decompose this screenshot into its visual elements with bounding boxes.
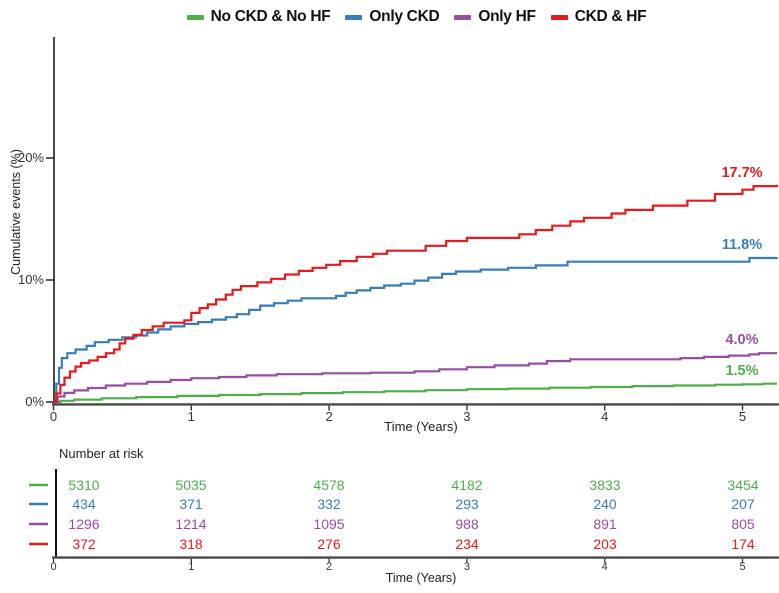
risk-count: 207 bbox=[731, 496, 755, 512]
x-axis-title: Time (Years) bbox=[384, 419, 458, 434]
risk-count: 434 bbox=[72, 496, 96, 512]
risk-axis-tick-label: 3 bbox=[463, 561, 470, 573]
legend-item-only-hf: Only HF bbox=[454, 8, 536, 26]
risk-count: 805 bbox=[731, 516, 755, 532]
curve-only-hf bbox=[53, 352, 777, 404]
risk-count: 240 bbox=[593, 496, 617, 512]
risk-axis-tick-label: 1 bbox=[188, 561, 195, 573]
legend-swatch-icon bbox=[345, 14, 363, 20]
risk-count: 371 bbox=[179, 496, 203, 512]
curve-no-ckd-no-hf bbox=[53, 382, 777, 404]
risk-table-x-axis-title: Time (Years) bbox=[385, 571, 457, 585]
y-tick-label: 0% bbox=[25, 394, 44, 409]
risk-table-title: Number at risk bbox=[59, 446, 144, 461]
legend-swatch-icon bbox=[454, 14, 472, 20]
risk-count: 1214 bbox=[175, 516, 207, 532]
legend-swatch-icon bbox=[550, 14, 568, 20]
risk-count: 3833 bbox=[589, 477, 621, 493]
x-tick-label: 3 bbox=[463, 409, 471, 424]
y-tick-label: 10% bbox=[17, 272, 44, 287]
risk-count: 1296 bbox=[68, 516, 100, 532]
legend-label: Only CKD bbox=[369, 8, 440, 25]
risk-count: 318 bbox=[179, 536, 203, 552]
risk-count: 1095 bbox=[313, 516, 345, 532]
legend-label: Only HF bbox=[478, 8, 536, 25]
risk-count: 5035 bbox=[175, 477, 207, 493]
legend-label: CKD & HF bbox=[574, 8, 647, 25]
risk-count: 276 bbox=[317, 536, 341, 552]
legend-item-ckd-hf: CKD & HF bbox=[550, 8, 647, 26]
risk-count: 372 bbox=[72, 536, 96, 552]
curve-end-label: 1.5% bbox=[725, 362, 759, 379]
curve-only-ckd bbox=[53, 256, 779, 404]
curve-end-label: 17.7% bbox=[721, 165, 763, 182]
x-tick-label: 5 bbox=[738, 409, 747, 424]
x-tick-label: 1 bbox=[187, 409, 195, 424]
y-axis-title: Cumulative events (%) bbox=[9, 149, 23, 275]
legend-item-only-ckd: Only CKD bbox=[345, 8, 440, 26]
risk-count: 3454 bbox=[727, 477, 759, 493]
risk-axis-tick-label: 2 bbox=[326, 561, 333, 573]
risk-count: 891 bbox=[593, 516, 617, 532]
risk-count: 203 bbox=[593, 536, 617, 552]
curve-ckd-hf bbox=[53, 184, 779, 404]
risk-axis-tick-label: 0 bbox=[50, 561, 57, 573]
y-tick-label: 20% bbox=[17, 150, 44, 165]
risk-count: 5310 bbox=[68, 477, 100, 493]
curve-end-label: 11.8% bbox=[721, 237, 763, 254]
risk-count: 234 bbox=[455, 536, 479, 552]
risk-count: 4182 bbox=[451, 477, 483, 493]
risk-count: 174 bbox=[731, 536, 755, 552]
legend-label: No CKD & No HF bbox=[210, 8, 331, 25]
risk-axis-tick-label: 4 bbox=[601, 561, 608, 573]
x-tick-label: 2 bbox=[325, 409, 333, 424]
x-tick-label: 0 bbox=[49, 409, 58, 424]
legend-swatch-icon bbox=[186, 14, 204, 20]
curve-end-label: 4.0% bbox=[725, 332, 759, 349]
x-tick-label: 4 bbox=[601, 409, 609, 424]
legend-item-no-ckd-no-hf: No CKD & No HF bbox=[186, 8, 331, 26]
risk-count: 293 bbox=[455, 496, 479, 512]
risk-count: 988 bbox=[455, 516, 479, 532]
risk-axis-tick-label: 5 bbox=[739, 561, 746, 573]
risk-count: 332 bbox=[317, 496, 341, 512]
legend: No CKD & No HF Only CKD Only HF CKD & HF bbox=[54, 6, 779, 28]
risk-count: 4578 bbox=[313, 477, 345, 493]
